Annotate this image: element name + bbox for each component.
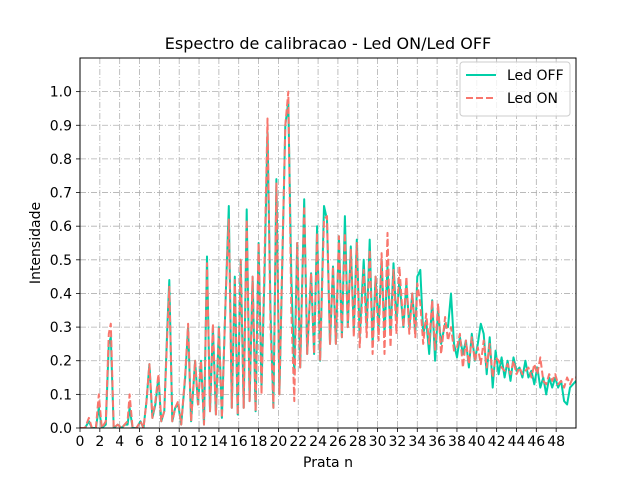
x-tick-label: 4 xyxy=(115,434,124,450)
y-tick-label: 0.1 xyxy=(50,387,72,403)
x-tick-label: 18 xyxy=(250,434,268,450)
legend-label-led-on: Led ON xyxy=(507,91,558,107)
x-tick-label: 36 xyxy=(428,434,446,450)
x-tick-label: 6 xyxy=(135,434,144,450)
x-tick-label: 38 xyxy=(448,434,466,450)
legend-label-led-off: Led OFF xyxy=(507,68,564,84)
x-axis-label: Prata n xyxy=(303,455,353,471)
y-tick-label: 0.0 xyxy=(50,421,72,437)
x-tick-label: 24 xyxy=(309,434,327,450)
chart-title: Espectro de calibracao - Led ON/Led OFF xyxy=(165,34,491,53)
x-tick-label: 48 xyxy=(547,434,565,450)
y-axis: 0.0 0.1 0.2 0.3 0.4 0.5 0.6 0.7 0.8 0.9 1.0 xyxy=(50,85,80,437)
x-tick-label: 10 xyxy=(170,434,188,450)
y-tick-label: 0.8 xyxy=(50,152,72,168)
y-tick-label: 0.2 xyxy=(50,354,72,370)
x-tick-label: 42 xyxy=(488,434,506,450)
y-tick-label: 0.4 xyxy=(50,286,72,302)
x-tick-label: 44 xyxy=(508,434,526,450)
x-tick-label: 30 xyxy=(369,434,387,450)
y-axis-label: Intensidade xyxy=(28,202,44,284)
x-tick-label: 26 xyxy=(329,434,347,450)
y-tick-label: 0.5 xyxy=(50,253,72,269)
x-tick-label: 8 xyxy=(155,434,164,450)
x-tick-label: 32 xyxy=(389,434,407,450)
series-line-led-on xyxy=(80,90,576,428)
y-tick-label: 0.9 xyxy=(50,118,72,134)
legend: Led OFF Led ON xyxy=(459,61,571,117)
x-tick-label: 46 xyxy=(527,434,545,450)
x-tick-label: 14 xyxy=(210,434,228,450)
plot-frame xyxy=(79,57,577,429)
x-tick-label: 16 xyxy=(230,434,248,450)
y-tick-label: 0.6 xyxy=(50,219,72,235)
x-tick-label: 20 xyxy=(269,434,287,450)
y-tick-label: 1.0 xyxy=(50,85,72,101)
x-tick-label: 0 xyxy=(76,434,85,450)
y-tick-label: 0.3 xyxy=(50,320,72,336)
y-tick-label: 0.7 xyxy=(50,186,72,202)
x-tick-label: 28 xyxy=(349,434,367,450)
x-tick-label: 40 xyxy=(468,434,486,450)
x-tick-label: 34 xyxy=(408,434,426,450)
x-tick-label: 12 xyxy=(190,434,208,450)
x-axis: 0 2 4 6 8 10 12 14 16 18 20 22 24 26 28 30 32 34 36 38 40 42 4… xyxy=(76,428,565,450)
x-tick-label: 22 xyxy=(289,434,307,450)
x-tick-label: 2 xyxy=(95,434,104,450)
series-layer xyxy=(80,90,576,428)
